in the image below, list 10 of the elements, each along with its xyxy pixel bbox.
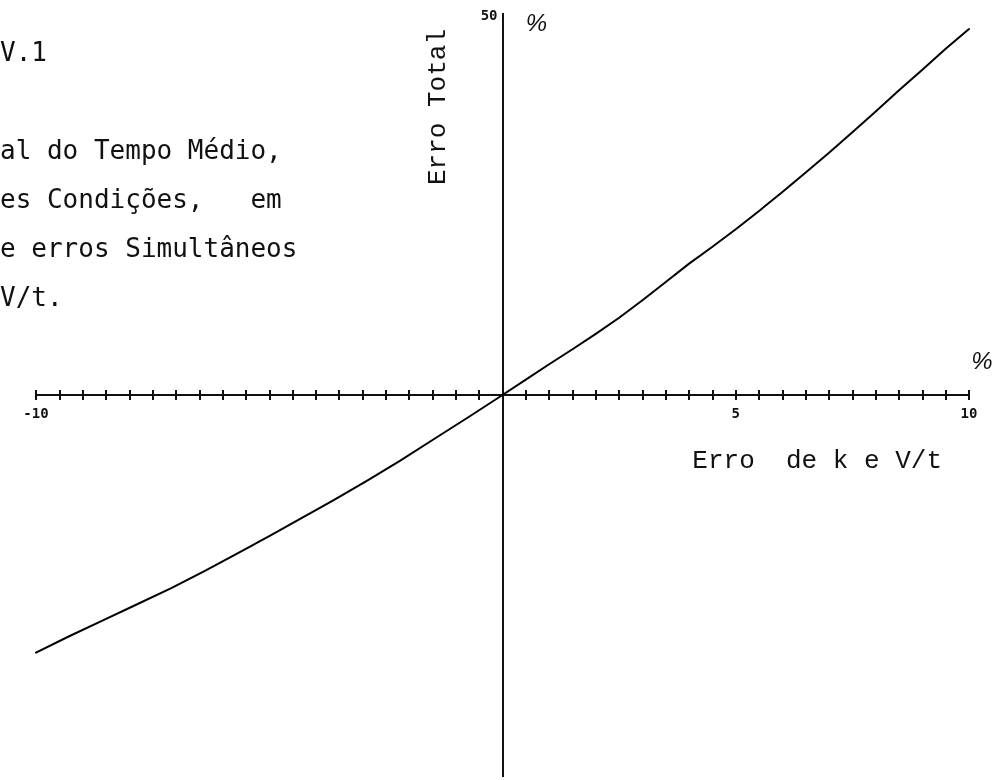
y-axis-title: Erro Total — [422, 28, 453, 186]
text: 50 — [480, 7, 498, 23]
text: al do Tempo Médio, es Condições, em e erros Simultâneos V/t. — [0, 134, 298, 312]
chart-title: V.1 — [0, 36, 47, 67]
annotation: % — [525, 8, 548, 36]
text: % — [971, 346, 993, 374]
x-tick-label: 10 — [960, 405, 978, 421]
x-tick-label: -10 — [23, 405, 49, 421]
x-tick-label: 5 — [731, 405, 740, 421]
x-axis-title: Erro de k e V/t — [692, 446, 942, 476]
